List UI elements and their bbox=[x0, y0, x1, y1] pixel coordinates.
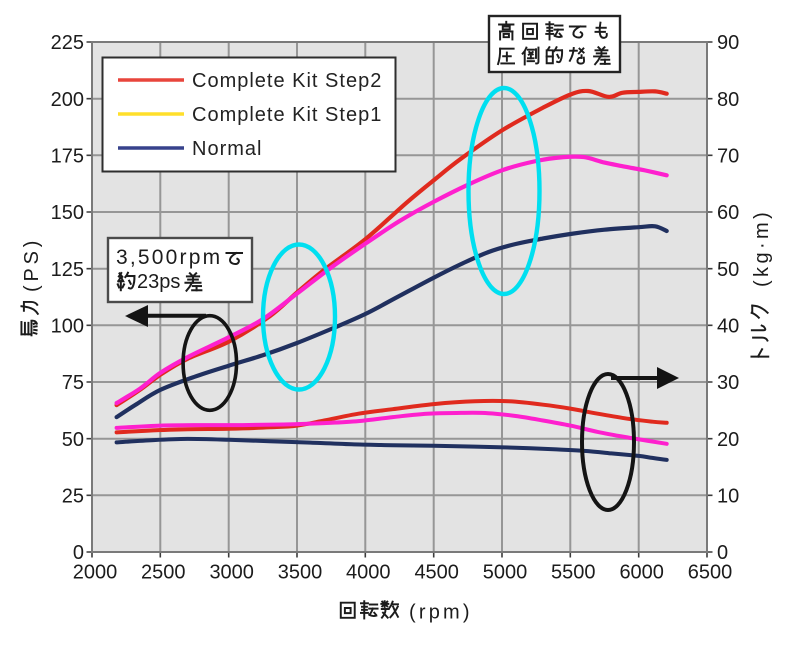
svg-text:90: 90 bbox=[717, 32, 739, 54]
svg-text:Normal: Normal bbox=[192, 138, 262, 160]
svg-text:(rpm): (rpm) bbox=[409, 602, 473, 624]
svg-text:10: 10 bbox=[717, 486, 739, 508]
svg-text:25: 25 bbox=[62, 486, 84, 508]
svg-text:2000: 2000 bbox=[73, 562, 118, 584]
svg-text:150: 150 bbox=[51, 202, 84, 224]
svg-text:70: 70 bbox=[717, 146, 739, 168]
svg-text:175: 175 bbox=[51, 146, 84, 168]
svg-text:6000: 6000 bbox=[619, 562, 664, 584]
svg-text:3500: 3500 bbox=[278, 562, 323, 584]
svg-text:30: 30 bbox=[717, 372, 739, 394]
svg-text:3000: 3000 bbox=[209, 562, 254, 584]
svg-text:225: 225 bbox=[51, 32, 84, 54]
svg-text:75: 75 bbox=[62, 372, 84, 394]
svg-text:(kg·m): (kg·m) bbox=[751, 209, 773, 287]
svg-text:(PS): (PS) bbox=[21, 237, 43, 292]
svg-text:Complete Kit Step2: Complete Kit Step2 bbox=[192, 70, 382, 92]
svg-text:80: 80 bbox=[717, 89, 739, 111]
svg-text:125: 125 bbox=[51, 259, 84, 281]
svg-text:5000: 5000 bbox=[483, 562, 528, 584]
svg-text:100: 100 bbox=[51, 316, 84, 338]
svg-text:200: 200 bbox=[51, 89, 84, 111]
svg-text:3,500rpm: 3,500rpm bbox=[116, 246, 222, 269]
svg-text:0: 0 bbox=[73, 542, 84, 564]
svg-text:4500: 4500 bbox=[414, 562, 459, 584]
svg-text:0: 0 bbox=[717, 542, 728, 564]
svg-text:23ps: 23ps bbox=[137, 271, 180, 293]
svg-text:20: 20 bbox=[717, 429, 739, 451]
svg-text:6500: 6500 bbox=[688, 562, 733, 584]
svg-text:4000: 4000 bbox=[346, 562, 391, 584]
svg-text:2500: 2500 bbox=[141, 562, 186, 584]
svg-text:40: 40 bbox=[717, 316, 739, 338]
svg-text:50: 50 bbox=[62, 429, 84, 451]
svg-text:60: 60 bbox=[717, 202, 739, 224]
svg-text:Complete Kit Step1: Complete Kit Step1 bbox=[192, 104, 382, 126]
svg-text:50: 50 bbox=[717, 259, 739, 281]
svg-text:5500: 5500 bbox=[551, 562, 596, 584]
